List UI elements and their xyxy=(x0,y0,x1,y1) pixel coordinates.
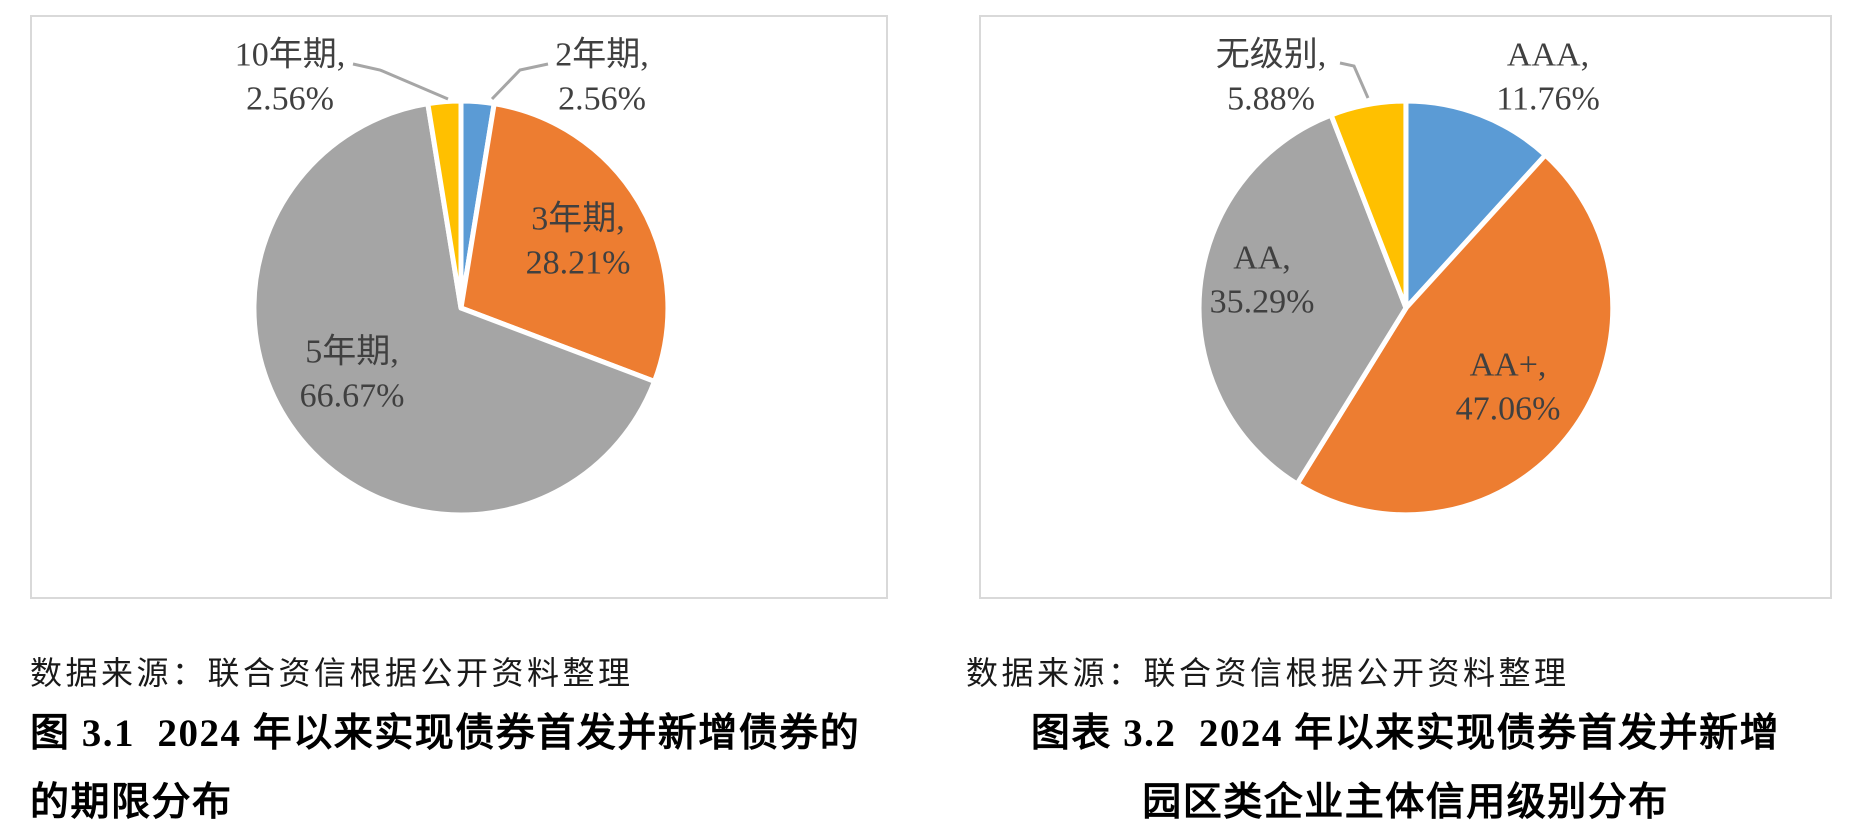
pie-slice-outside-3 xyxy=(425,98,464,311)
pie-label-2-line1: 5年期, xyxy=(305,333,399,371)
pie-slice-inside-2 xyxy=(1196,112,1409,487)
pie-chart-left: 2年期, 2.56% 3年期, 28.21% 5年期, 66.67% 10年期, 2.56% xyxy=(30,15,888,599)
pie-label-0-line1: 2年期, xyxy=(555,36,649,74)
pie-label-3-line2: 5.88% xyxy=(1227,81,1315,118)
source-note-right: 数据来源：联合资信根据公开资料整理 xyxy=(966,655,1570,691)
pie-chart-right: AAA, 11.76% AA+, 47.06% AA, 35.29% 无级别, 5.88% xyxy=(979,15,1832,599)
leader-line-3 xyxy=(352,62,449,101)
figure-caption-right-line1: 图表 3.2 2024 年以来实现债券首发并新增 xyxy=(1030,712,1781,755)
pie-label-0-line2: 11.76% xyxy=(1496,81,1600,118)
figure-caption-left-line1: 图 3.1 2024 年以来实现债券首发并新增债券的 xyxy=(30,712,861,755)
pie-label-3-line1: 无级别, xyxy=(1216,36,1327,74)
pie-label-2-line1: AA, xyxy=(1233,240,1291,277)
pie-label-1-line1: AA+, xyxy=(1470,347,1547,384)
figure-caption-left-line2: 的期限分布 xyxy=(30,781,233,824)
pie-label-1-line2: 28.21% xyxy=(526,245,631,282)
pie-label-2-line2: 66.67% xyxy=(300,378,405,415)
pie-label-0-line1: AAA, xyxy=(1507,37,1589,74)
pie-label-0-line2: 2.56% xyxy=(558,81,646,118)
pie-label-2-line2: 35.29% xyxy=(1210,284,1315,321)
pie-label-1-line1: 3年期, xyxy=(531,200,625,238)
pie-label-3-line2: 2.56% xyxy=(246,81,334,118)
pie-slice-inside-1 xyxy=(458,101,671,384)
source-note-left: 数据来源：联合资信根据公开资料整理 xyxy=(30,655,634,691)
pie-slice-outside-3 xyxy=(1328,98,1409,311)
leader-line-3 xyxy=(1339,61,1370,99)
pie-label-3-line1: 10年期, xyxy=(235,36,346,74)
figure-caption-right-line2: 园区类企业主体信用级别分布 xyxy=(1142,781,1669,824)
pie-slice-outside-0 xyxy=(1403,98,1548,311)
pie-label-1-line2: 47.06% xyxy=(1456,391,1561,428)
leader-line-0 xyxy=(490,62,549,101)
pie-slice-inside-2 xyxy=(251,101,657,518)
pie-slice-inside-1 xyxy=(1294,152,1616,518)
